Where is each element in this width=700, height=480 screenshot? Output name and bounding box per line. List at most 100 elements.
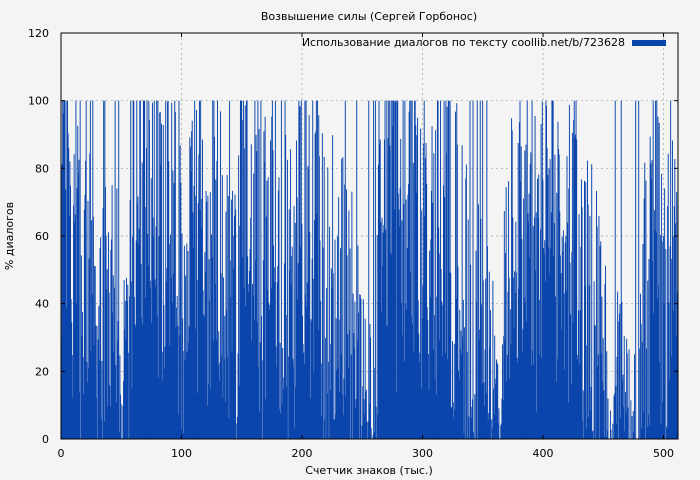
data-bar <box>532 226 534 439</box>
chart-title: Возвышение силы (Сергей Горбонос) <box>261 10 477 23</box>
data-bar <box>283 377 285 439</box>
data-bar <box>671 140 673 439</box>
data-bar <box>222 397 224 439</box>
data-bar <box>634 354 635 439</box>
data-bar <box>103 100 105 440</box>
data-bar <box>408 183 410 439</box>
data-bar <box>560 273 562 439</box>
data-bar <box>144 100 146 440</box>
data-bar <box>618 313 620 439</box>
data-bar <box>351 191 353 439</box>
data-bar <box>129 296 131 439</box>
data-bar <box>292 359 294 439</box>
data-bar <box>143 100 145 440</box>
data-bar <box>139 100 141 440</box>
data-bar <box>523 198 525 439</box>
data-bar <box>174 100 176 440</box>
data-bar <box>667 206 669 439</box>
data-bar <box>386 326 388 439</box>
data-bar <box>70 299 72 439</box>
data-bar <box>421 210 423 439</box>
data-bar <box>486 100 488 440</box>
data-bar <box>294 222 296 439</box>
data-bar <box>170 277 172 439</box>
data-bar <box>590 410 591 439</box>
data-bar <box>168 161 170 440</box>
data-bar <box>254 100 256 440</box>
data-bar <box>558 148 560 439</box>
data-bar <box>300 100 302 440</box>
data-bar <box>318 115 320 440</box>
data-bar <box>520 146 522 439</box>
data-bar <box>317 330 319 439</box>
data-bar <box>468 416 470 439</box>
data-bar <box>181 233 183 439</box>
data-bar <box>95 325 97 439</box>
data-bar <box>288 209 290 439</box>
data-bar <box>411 316 413 439</box>
y-tick-label: 20 <box>35 365 49 378</box>
data-bar <box>303 352 305 439</box>
data-bar <box>461 145 463 439</box>
data-bar <box>497 423 499 439</box>
data-bar <box>279 342 281 439</box>
data-bar <box>531 100 533 440</box>
data-bar <box>291 256 293 439</box>
data-bar <box>555 381 557 439</box>
data-bar <box>126 277 128 439</box>
data-bar <box>508 277 510 439</box>
data-bar <box>594 325 596 439</box>
data-bar <box>668 379 670 439</box>
data-bar <box>524 150 526 439</box>
data-bar <box>353 347 355 439</box>
data-bar <box>443 100 445 440</box>
data-bar <box>570 314 572 439</box>
data-bar <box>550 248 552 439</box>
data-bar <box>502 400 504 439</box>
data-bar <box>498 408 500 439</box>
data-bar <box>172 170 174 439</box>
data-bar <box>315 100 317 440</box>
data-bar <box>665 248 667 439</box>
data-bar <box>621 301 623 439</box>
data-bar <box>534 115 536 439</box>
data-bar <box>215 179 217 439</box>
data-bar <box>98 306 100 439</box>
data-bar <box>511 130 513 440</box>
data-bar <box>162 351 164 439</box>
data-bar <box>278 177 280 439</box>
data-bar <box>529 257 531 439</box>
data-bar <box>673 206 675 439</box>
data-bar <box>585 182 587 439</box>
data-bar <box>545 100 547 440</box>
data-bar <box>624 392 626 439</box>
data-bar <box>416 135 418 439</box>
data-bar <box>162 124 164 440</box>
data-bar <box>115 402 117 439</box>
data-bar <box>205 191 207 439</box>
data-bar <box>603 390 605 439</box>
data-bar <box>441 301 443 439</box>
data-bar <box>165 100 167 440</box>
data-bar <box>229 100 231 440</box>
data-bar <box>544 281 546 439</box>
data-bar <box>150 178 152 439</box>
data-bar <box>455 111 457 440</box>
data-bar <box>199 209 201 439</box>
data-bar <box>661 173 663 439</box>
data-bar <box>218 331 220 439</box>
data-bar <box>505 252 507 439</box>
data-bar <box>133 296 135 439</box>
data-bar <box>441 304 443 439</box>
data-bar <box>562 230 564 439</box>
data-bar <box>100 237 102 439</box>
data-bar <box>379 143 381 440</box>
data-bar <box>488 412 490 439</box>
data-bar <box>368 403 370 439</box>
data-bar <box>71 355 73 439</box>
data-bar <box>89 100 91 440</box>
data-bar <box>664 188 666 439</box>
data-bar <box>617 291 619 439</box>
data-bar <box>188 326 190 439</box>
data-bar <box>217 100 219 440</box>
